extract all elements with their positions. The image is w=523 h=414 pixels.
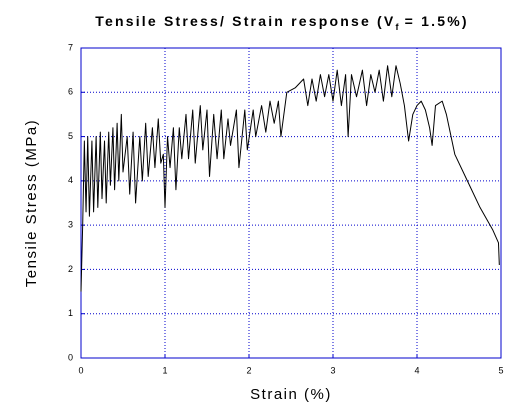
y-axis-label: Tensile Stress (MPa): [23, 119, 40, 287]
x-tick-label: 2: [246, 365, 251, 375]
y-tick-label: 0: [68, 352, 73, 362]
y-tick-label: 3: [68, 220, 73, 230]
x-tick-label: 0: [78, 365, 83, 375]
x-axis-label: Strain (%): [250, 386, 332, 403]
title-main: Tensile Stress/ Strain response (V: [95, 13, 395, 29]
x-tick-label: 5: [498, 365, 503, 375]
plot-frame: [80, 47, 502, 359]
y-tick-label: 5: [68, 131, 73, 141]
y-tick-label: 6: [68, 87, 73, 97]
x-tick-label: 1: [162, 365, 167, 375]
y-tick-label: 2: [68, 264, 73, 274]
chart-title: Tensile Stress/ Strain response (Vf = 1.5…: [95, 13, 468, 33]
y-tick-label: 4: [68, 175, 73, 185]
x-tick-label: 3: [330, 365, 335, 375]
title-rest: = 1.5%): [405, 13, 469, 29]
y-tick-label: 1: [68, 308, 73, 318]
y-tick-label: 7: [68, 42, 73, 52]
x-tick-label: 4: [414, 365, 419, 375]
data-line: [80, 65, 500, 292]
title-subscript: f: [395, 22, 400, 32]
